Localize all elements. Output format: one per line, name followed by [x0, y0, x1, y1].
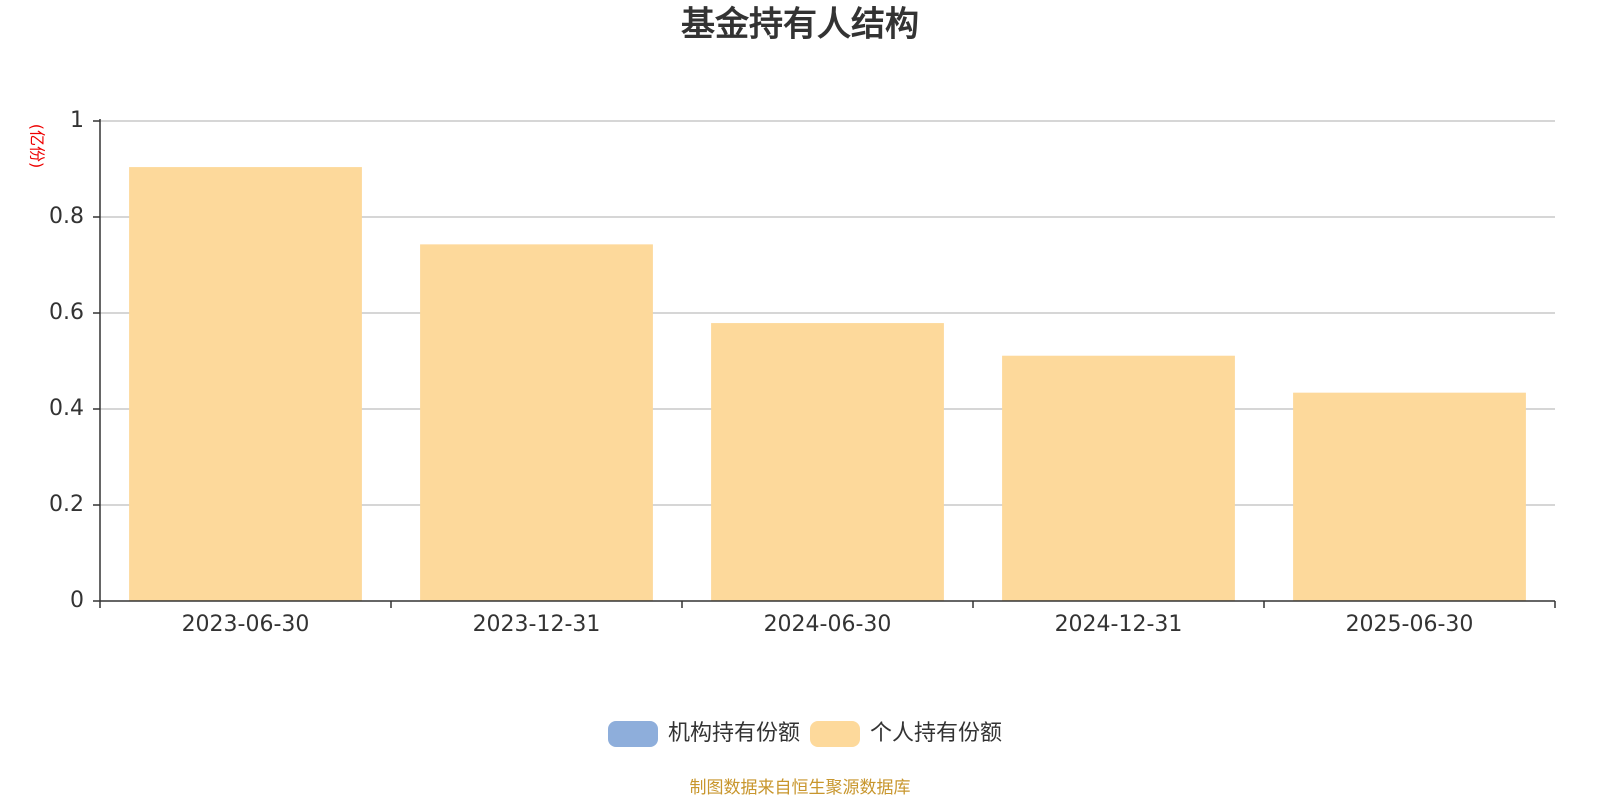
legend-swatch [810, 721, 860, 747]
legend-label: 机构持有份额 [668, 721, 800, 746]
bar-segment [711, 323, 944, 601]
y-tick-label: 0.6 [49, 300, 84, 325]
bar-segment [1293, 392, 1526, 601]
y-tick-label: 0.2 [49, 492, 84, 517]
bar-segment [1002, 355, 1235, 601]
legend-label: 个人持有份额 [870, 721, 1002, 746]
chart-title: 基金持有人结构 [681, 5, 919, 45]
y-tick-label: 1 [70, 108, 84, 133]
x-tick-label: 2024-06-30 [764, 612, 892, 637]
legend-swatch [608, 721, 658, 747]
x-tick-label: 2023-12-31 [473, 612, 601, 637]
bar-segment [420, 244, 653, 602]
x-tick-label: 2023-06-30 [182, 612, 310, 637]
y-tick-label: 0.4 [49, 396, 84, 421]
source-note: 制图数据来自恒生聚源数据库 [690, 778, 911, 798]
x-tick-label: 2025-06-30 [1346, 612, 1474, 637]
y-tick-label: 0 [70, 588, 84, 613]
y-tick-label: 0.8 [49, 204, 84, 229]
x-tick-label: 2024-12-31 [1055, 612, 1183, 637]
bar-segment [129, 167, 362, 601]
y-unit: (亿份) [28, 124, 47, 169]
